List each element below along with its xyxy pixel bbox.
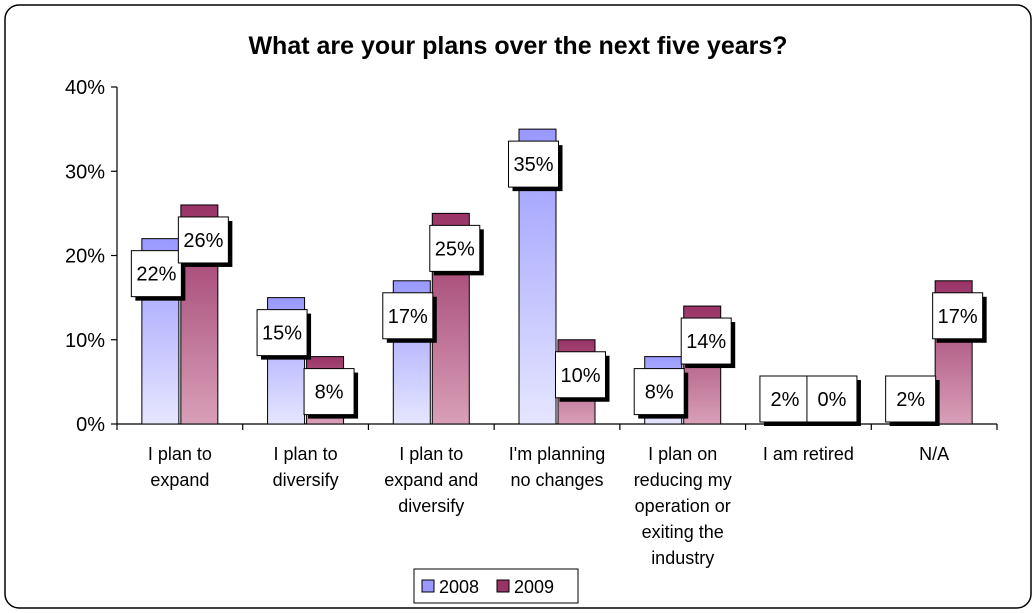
x-tick-label: no changes — [510, 470, 603, 490]
data-label: 8% — [645, 382, 674, 404]
data-label: 2% — [770, 389, 799, 411]
x-tick-label: operation or — [635, 496, 731, 516]
data-label: 8% — [315, 382, 344, 404]
data-label-box — [555, 351, 606, 399]
axes: 0% 10% 20% 30% 40% — [65, 77, 998, 436]
x-tick-label: I am retired — [763, 444, 854, 464]
data-label-box — [759, 375, 811, 423]
x-tick-label: diversify — [273, 470, 339, 490]
legend-label-2008: 2008 — [439, 577, 479, 597]
x-tick-label: N/A — [919, 444, 949, 464]
data-label: 26% — [183, 230, 223, 252]
data-label-box — [382, 292, 434, 340]
x-tick-label: reducing my — [634, 470, 732, 490]
data-label: 0% — [817, 389, 846, 411]
data-label: 17% — [388, 306, 428, 328]
y-tick-label: 0% — [76, 414, 105, 436]
data-label: 14% — [686, 331, 726, 353]
data-label: 25% — [435, 238, 475, 260]
data-labels: 22% 26% 15% 8% 17% 25% 35% 10% 8% 14% 2% 0% 2% 17% — [130, 140, 987, 426]
y-tick-label: 40% — [65, 77, 105, 99]
y-tick-label: 20% — [65, 246, 105, 268]
data-label-box — [680, 317, 732, 365]
x-tick-label: I plan to — [274, 444, 338, 464]
data-label-box — [130, 250, 182, 298]
x-tick-label: I plan on — [648, 444, 717, 464]
data-label: 2% — [896, 389, 925, 411]
data-label: 35% — [513, 154, 553, 176]
legend: 2008 2009 — [413, 568, 579, 604]
data-label-box — [508, 140, 559, 188]
data-label: 10% — [560, 365, 600, 387]
data-label-box — [177, 216, 229, 264]
y-tick-label: 10% — [65, 330, 105, 352]
data-label: 15% — [262, 323, 302, 345]
data-label-box — [932, 292, 984, 340]
data-label-box — [303, 368, 355, 416]
legend-swatch-2009 — [496, 579, 510, 593]
x-tick-label: diversify — [398, 496, 464, 516]
x-tick-label: I plan to — [148, 444, 212, 464]
y-tick-label: 30% — [65, 161, 105, 183]
data-label-box — [885, 375, 937, 423]
x-tick-label: I'm planning — [509, 444, 606, 464]
x-tick-label: industry — [651, 548, 714, 568]
x-tick-label: exiting the — [642, 522, 724, 542]
x-tick-label: expand — [150, 470, 209, 490]
chart-border — [4, 4, 1032, 609]
legend-box — [413, 568, 579, 604]
chart-title: What are your plans over the next five y… — [248, 32, 787, 60]
x-tick-labels: I plan to expand I plan to diversify I plan … — [148, 444, 949, 568]
data-label-box — [256, 309, 308, 357]
x-tick-label: I plan to — [399, 444, 463, 464]
data-label-box — [633, 368, 685, 416]
data-label-box — [429, 224, 481, 272]
legend-swatch-2008 — [421, 579, 435, 593]
x-tick-label: expand and — [384, 470, 478, 490]
data-label-box — [806, 375, 858, 423]
data-label: 22% — [136, 264, 176, 286]
data-label: 17% — [938, 306, 978, 328]
legend-label-2009: 2009 — [514, 577, 554, 597]
